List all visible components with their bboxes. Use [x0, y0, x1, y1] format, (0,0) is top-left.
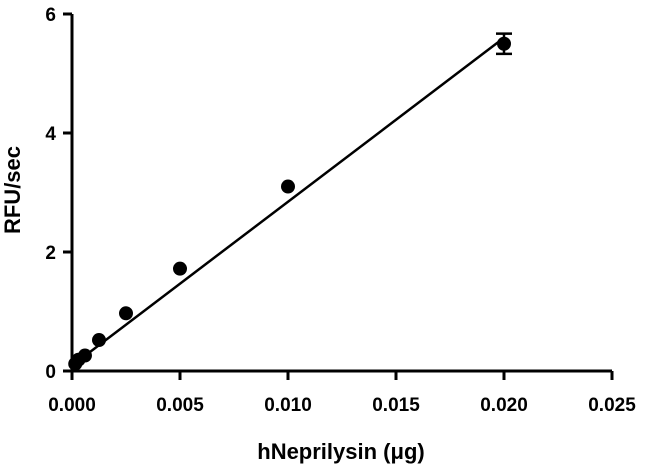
- data-points: [68, 36, 511, 371]
- y-axis-title: RFU/sec: [0, 146, 25, 234]
- data-point: [497, 36, 511, 51]
- y-tick-label: 0: [45, 362, 56, 383]
- y-ticks: 0 2 4 6: [45, 5, 72, 383]
- data-point: [92, 333, 106, 348]
- data-point: [281, 179, 295, 194]
- y-tick-label: 2: [45, 243, 56, 264]
- data-point: [77, 348, 92, 363]
- x-axis-title: hNeprilysin (μg): [257, 439, 424, 464]
- x-tick-label: 0.005: [156, 395, 204, 416]
- x-tick-label: 0.000: [48, 395, 96, 416]
- data-point: [173, 261, 187, 276]
- data-point: [119, 306, 133, 321]
- x-tick-label: 0.025: [588, 395, 636, 416]
- x-tick-label: 0.020: [480, 395, 528, 416]
- x-ticks: 0.000 0.005 0.010 0.015 0.020 0.025: [48, 371, 636, 416]
- axes: [70, 14, 612, 373]
- y-tick-label: 6: [45, 5, 56, 26]
- x-tick-label: 0.010: [264, 395, 312, 416]
- fit-line-group: [71, 36, 505, 367]
- fit-line: [71, 36, 505, 367]
- y-tick-label: 4: [45, 124, 56, 145]
- x-tick-label: 0.015: [372, 395, 420, 416]
